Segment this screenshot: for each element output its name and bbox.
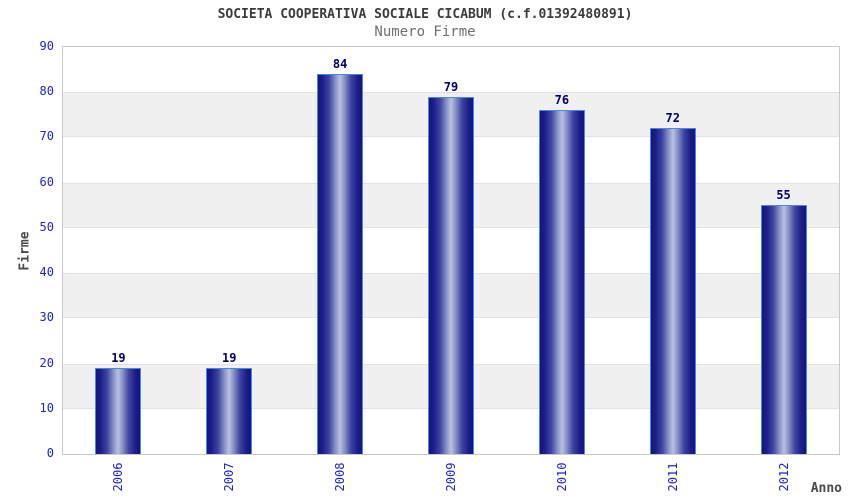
bar-value-label: 76: [554, 93, 570, 108]
bar-value-label: 55: [776, 188, 791, 203]
y-tick-label: 60: [39, 174, 54, 189]
y-tick-label: 50: [39, 219, 54, 234]
bar: [538, 110, 585, 454]
x-tick-label: 2006: [111, 462, 126, 492]
y-tick-label: 80: [39, 84, 54, 99]
bar-value-label: 19: [222, 351, 237, 366]
chart-title: SOCIETA COOPERATIVA SOCIALE CICABUM (c.f…: [217, 7, 633, 22]
y-tick-label: 10: [39, 400, 54, 415]
bar: [760, 205, 807, 454]
x-tick-label: 2008: [333, 462, 348, 492]
x-axis-label: Anno: [810, 481, 842, 496]
bar: [428, 96, 474, 454]
bar: [95, 368, 142, 454]
bar-value-label: 79: [443, 79, 459, 94]
bar-value-label: 84: [332, 57, 348, 72]
y-tick-label: 20: [39, 355, 54, 370]
y-tick-label: 40: [39, 265, 54, 280]
plot-area: 19 19 84 79 76 72 55: [62, 46, 840, 455]
bar: [317, 74, 364, 454]
bar-value-label: 72: [665, 111, 680, 126]
bar: [206, 368, 253, 454]
x-tick-label: 2011: [665, 462, 680, 492]
y-tick-label: 0: [46, 446, 54, 460]
x-tick-label: 2012: [776, 462, 791, 492]
x-tick-label: 2009: [444, 462, 458, 492]
y-tick-label: 90: [39, 39, 54, 53]
x-tick-label: 2007: [222, 462, 237, 492]
y-tick-label: 30: [39, 310, 54, 325]
x-tick-label: 2010: [554, 462, 569, 492]
y-tick-label: 70: [39, 129, 54, 144]
chart-subtitle: Numero Firme: [374, 24, 476, 40]
bar: [649, 128, 696, 454]
bar-value-label: 19: [111, 351, 126, 366]
